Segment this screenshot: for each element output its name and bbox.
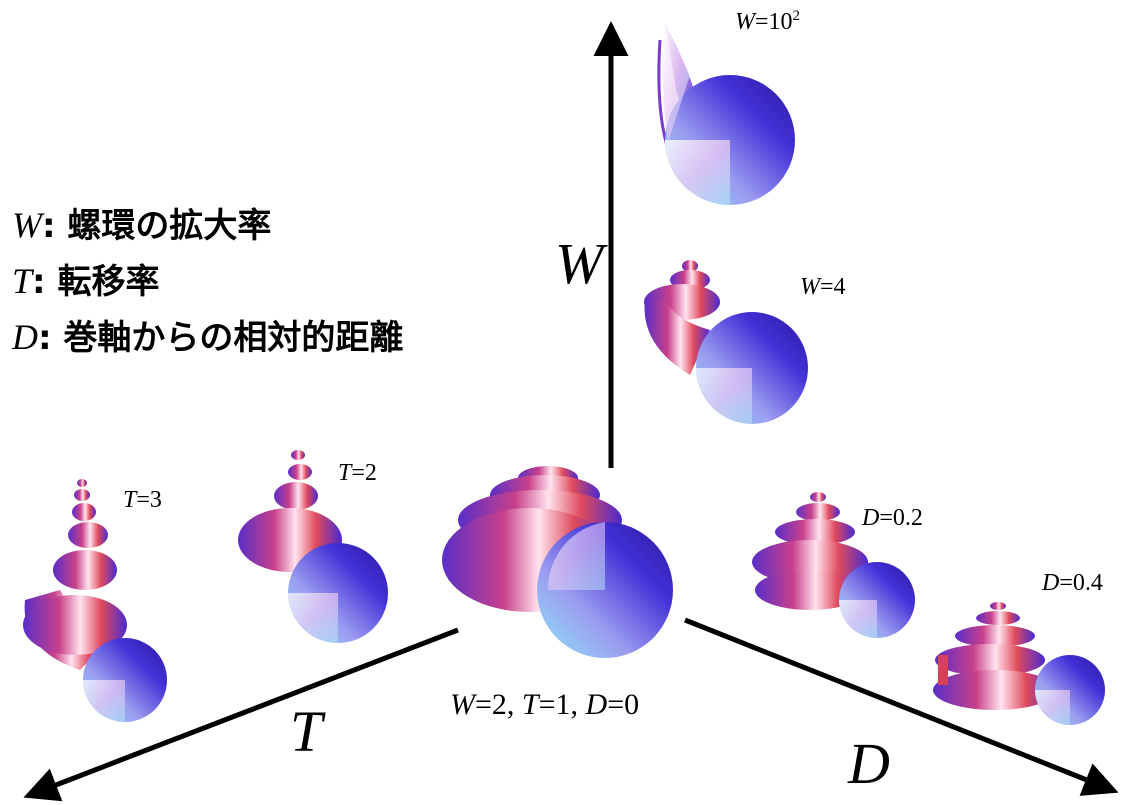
label-d02-value: =0.2 xyxy=(879,505,923,531)
label-t2-symbol: T xyxy=(338,460,352,486)
t-axis-label: T xyxy=(290,699,323,764)
legend-row-d: D: 巻軸からの相対的距離 xyxy=(12,310,403,366)
label-w100: W=102 xyxy=(735,8,800,36)
legend-row-w: W: 螺環の拡大率 xyxy=(12,198,403,254)
legend: W: 螺環の拡大率 T: 転移率 D: 巻軸からの相対的距離 xyxy=(12,198,403,366)
d-axis-label: D xyxy=(848,731,890,796)
label-w4-value: =4 xyxy=(820,274,846,300)
label-base-t-symbol: T xyxy=(521,688,539,721)
legend-symbol-w: W xyxy=(12,205,42,245)
shell-d04 xyxy=(933,602,1105,725)
label-base: W=2, T=1, D=0 xyxy=(450,688,639,722)
label-d02-symbol: D xyxy=(862,505,880,531)
label-d02: D=0.2 xyxy=(862,505,923,532)
label-t3: T=3 xyxy=(123,487,162,514)
label-t3-symbol: T xyxy=(123,487,137,513)
label-w4-symbol: W xyxy=(800,274,820,300)
label-w100-exponent: 2 xyxy=(792,8,801,24)
shell-t3 xyxy=(23,479,167,722)
d-axis-arrow xyxy=(684,617,1119,796)
label-base-d-value: =0 xyxy=(607,688,640,721)
legend-text-w: : 螺環の拡大率 xyxy=(42,206,272,246)
label-d04: D=0.4 xyxy=(1042,570,1103,597)
label-w100-symbol: W xyxy=(735,9,755,35)
label-base-d-symbol: D xyxy=(585,688,608,721)
label-t2: T=2 xyxy=(338,460,377,487)
label-d04-value: =0.4 xyxy=(1059,570,1103,596)
label-base-t-value: =1, xyxy=(538,688,586,721)
shell-w100 xyxy=(657,22,795,205)
label-base-w-symbol: W xyxy=(450,688,475,721)
shell-d02 xyxy=(752,492,915,638)
legend-symbol-t: T xyxy=(12,261,33,301)
legend-symbol-d: D xyxy=(12,317,38,357)
legend-text-d: : 巻軸からの相対的距離 xyxy=(38,318,404,358)
label-t3-value: =3 xyxy=(136,487,162,513)
label-w4: W=4 xyxy=(800,274,846,301)
shell-base xyxy=(442,466,673,658)
w-axis-label: W xyxy=(555,231,604,296)
legend-text-t: : 転移率 xyxy=(32,262,160,302)
label-t2-value: =2 xyxy=(351,460,377,486)
label-base-w-value: =2, xyxy=(475,688,522,721)
t-axis-arrow xyxy=(23,627,459,802)
shell-w4 xyxy=(644,260,808,424)
label-w100-value: =10 xyxy=(755,9,793,35)
legend-row-t: T: 転移率 xyxy=(12,254,403,310)
label-d04-symbol: D xyxy=(1042,570,1060,596)
shell-t2 xyxy=(238,450,388,643)
